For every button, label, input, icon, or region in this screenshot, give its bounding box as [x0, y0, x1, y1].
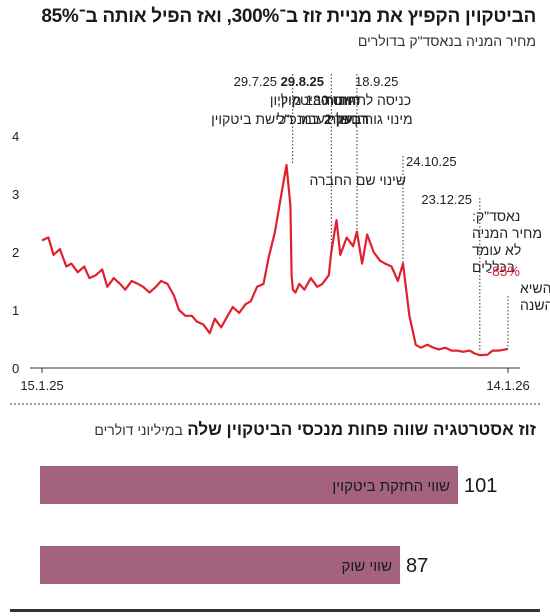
annotation-text-5-4: בכללים — [472, 259, 515, 275]
annotation-text-2-1: דוחות — [324, 92, 360, 108]
bottom-rule — [10, 609, 540, 612]
annotation-text-1-1: כניסה לתחום הביטקוין, — [277, 92, 411, 108]
bar-value-2: 87 — [406, 555, 428, 577]
x-tick-label-start: 15.1.25 — [20, 378, 63, 393]
bar-value-1: 101 — [464, 475, 497, 497]
bar-label-2: שווי שוק — [342, 558, 393, 575]
y-tick-label-3: 3 — [12, 187, 19, 202]
annotation-text-3-2: דולר עבור רכישת ביטקוין — [211, 111, 355, 127]
y-tick-label-2: 2 — [12, 245, 19, 260]
price-series-line — [41, 163, 509, 357]
bar-chart-unit: במיליוני דולרים — [94, 422, 183, 438]
annotation-date-1: 29.7.25 — [234, 74, 277, 89]
bar-label-1: שווי החזקת ביטקוין — [332, 478, 450, 495]
y-tick-label-1: 1 — [12, 303, 19, 318]
annotation-text-1-2: מינוי גורדן פריד כמנכ"ל — [277, 111, 413, 127]
annotation-text-4-1: שינוי שם החברה — [310, 172, 406, 188]
annotation-text-2-2: רבעון 2 — [324, 111, 369, 127]
annotation-date-4: 24.10.25 — [406, 154, 457, 169]
annotation-text-5-2: מחיר המניה — [472, 225, 542, 241]
chart-title: הביטקוין הקפיץ את מניית זוז ב־300%, ואז … — [41, 6, 536, 27]
annotation-highlight-6: -85% — [487, 263, 520, 279]
section-divider — [10, 403, 540, 405]
bar-1 — [40, 466, 458, 504]
annotation-date-2: 29.8.25 — [281, 74, 324, 89]
annotation-text-3-1: גיוס 180 מיליון — [270, 92, 355, 108]
annotation-text-6-2: של השנה — [520, 297, 550, 313]
y-tick-label-0: 0 — [12, 361, 19, 376]
bar-chart-heading: זוז אסטרטגיה שווה פחות מנכסי הביטקוין של… — [6, 420, 536, 440]
bar-chart-title: זוז אסטרטגיה שווה פחות מנכסי הביטקוין של… — [187, 420, 536, 439]
annotation-text-5-3: לא עומד — [472, 242, 521, 258]
bar-2 — [40, 546, 401, 584]
y-tick-label-4: 4 — [12, 129, 19, 144]
chart-subtitle: מחיר המניה בנאסד"ק בדולרים — [357, 33, 536, 49]
annotation-date-3: 18.9.25 — [355, 74, 398, 89]
annotation-text-5-1: נאסד"ק: — [472, 208, 520, 224]
annotation-date-5: 23.12.25 — [421, 192, 472, 207]
x-tick-label-end: 14.1.26 — [486, 378, 529, 393]
annotation-text-6-1: מהשיא — [520, 280, 550, 296]
